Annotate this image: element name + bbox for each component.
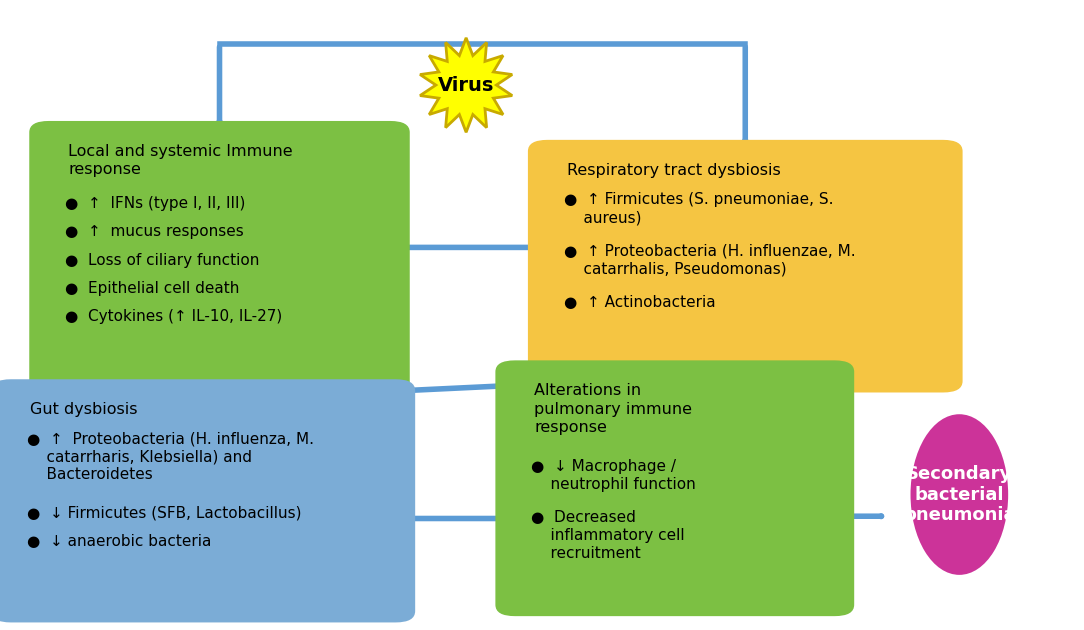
Text: ●  Epithelial cell death: ● Epithelial cell death [65, 281, 240, 296]
FancyBboxPatch shape [495, 360, 854, 616]
FancyBboxPatch shape [0, 379, 415, 622]
FancyBboxPatch shape [29, 121, 410, 418]
Text: ●  ↑ Proteobacteria (H. influenzae, M.
    catarrhalis, Pseudomonas): ● ↑ Proteobacteria (H. influenzae, M. ca… [564, 243, 855, 277]
Ellipse shape [911, 415, 1008, 575]
Text: Respiratory tract dysbiosis: Respiratory tract dysbiosis [567, 163, 780, 178]
Text: Secondary
bacterial
pneumonia: Secondary bacterial pneumonia [903, 465, 1016, 524]
Text: ●  ↓ anaerobic bacteria: ● ↓ anaerobic bacteria [27, 534, 211, 549]
Text: ●  ↑  IFNs (type I, II, III): ● ↑ IFNs (type I, II, III) [65, 197, 245, 211]
Text: ●  Decreased
    inflammatory cell
    recruitment: ● Decreased inflammatory cell recruitmen… [531, 510, 685, 561]
Text: ●  ↑ Firmicutes (S. pneumoniae, S.
    aureus): ● ↑ Firmicutes (S. pneumoniae, S. aureus… [564, 192, 834, 225]
FancyBboxPatch shape [528, 140, 963, 392]
Text: Gut dysbiosis: Gut dysbiosis [30, 402, 138, 417]
Text: Alterations in
pulmonary immune
response: Alterations in pulmonary immune response [534, 383, 693, 435]
Text: ●  Loss of ciliary function: ● Loss of ciliary function [65, 253, 259, 268]
Text: Virus: Virus [438, 76, 494, 94]
Text: ●  ↓ Firmicutes (SFB, Lactobacillus): ● ↓ Firmicutes (SFB, Lactobacillus) [27, 506, 301, 521]
Text: ●  ↓ Macrophage /
    neutrophil function: ● ↓ Macrophage / neutrophil function [531, 459, 696, 492]
Text: ●  ↑  mucus responses: ● ↑ mucus responses [65, 224, 244, 239]
Text: ●  ↑ Actinobacteria: ● ↑ Actinobacteria [564, 295, 715, 310]
Text: Local and systemic Immune
response: Local and systemic Immune response [68, 144, 293, 177]
Text: ●  ↑  Proteobacteria (H. influenza, M.
    catarrharis, Klebsiella) and
    Bact: ● ↑ Proteobacteria (H. influenza, M. cat… [27, 432, 314, 483]
Polygon shape [421, 38, 512, 132]
Text: ●  Cytokines (↑ IL-10, IL-27): ● Cytokines (↑ IL-10, IL-27) [65, 309, 282, 324]
